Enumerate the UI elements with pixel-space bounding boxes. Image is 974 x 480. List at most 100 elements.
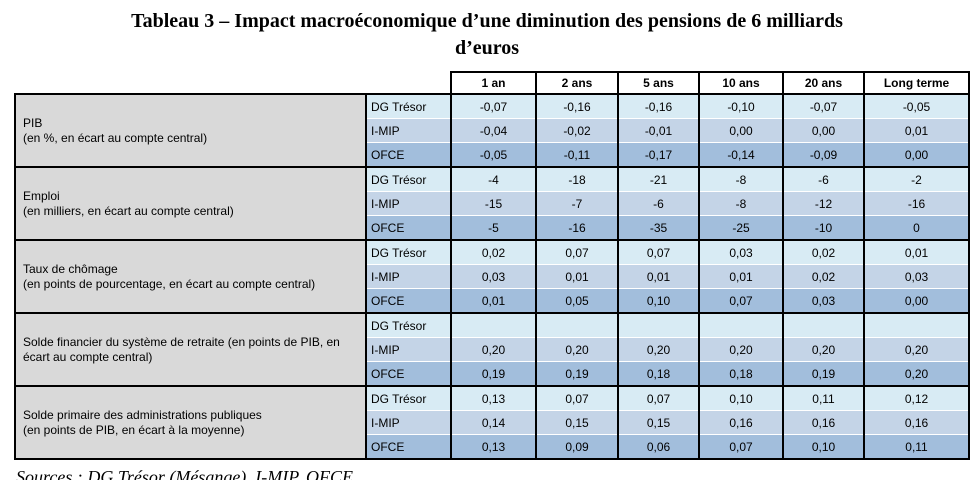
value-cell: 0,13 <box>451 434 537 460</box>
model-label: OFCE <box>365 142 452 167</box>
value-cell: 0,07 <box>699 434 784 460</box>
value-cell: -0,07 <box>451 93 537 119</box>
value-cell: 0,16 <box>699 410 784 435</box>
value-cell: -35 <box>618 215 700 240</box>
value-cell: -0,07 <box>783 93 865 119</box>
value-cell <box>451 312 537 338</box>
value-cell: 0,07 <box>618 239 700 265</box>
value-cell: 0,00 <box>864 142 970 167</box>
value-cell: -0,14 <box>699 142 784 167</box>
row-group-label-line: Solde financier du système de retraite (… <box>23 334 340 364</box>
value-cell: -5 <box>451 215 537 240</box>
value-cell: 0,01 <box>618 264 700 289</box>
value-cell: -0,05 <box>864 93 970 119</box>
table-row: OFCE -5 -16 -35 -25 -10 0 <box>15 215 970 240</box>
col-header: 2 ans <box>535 71 619 95</box>
model-label: I-MIP <box>365 191 452 216</box>
value-cell: 0,05 <box>536 288 619 313</box>
col-header: 5 ans <box>617 71 700 95</box>
value-cell: -16 <box>864 191 970 216</box>
value-cell: 0,13 <box>451 385 537 411</box>
value-cell: 0,00 <box>864 288 970 313</box>
table-row: I-MIP -0,04 -0,02 -0,01 0,00 0,00 0,01 <box>15 118 970 143</box>
model-label: DG Trésor <box>365 166 452 192</box>
value-cell: 0,15 <box>618 410 700 435</box>
row-group-label-line: (en points de PIB, en écart à la moyenne… <box>23 422 245 437</box>
col-header: 20 ans <box>782 71 865 95</box>
table-row: OFCE 0,13 0,09 0,06 0,07 0,10 0,11 <box>15 434 970 460</box>
model-label: I-MIP <box>365 118 452 143</box>
value-cell: 0,10 <box>699 385 784 411</box>
table-row: I-MIP 0,14 0,15 0,15 0,16 0,16 0,16 <box>15 410 970 435</box>
value-cell: -0,04 <box>451 118 537 143</box>
value-cell: 0,03 <box>699 239 784 265</box>
table-row: OFCE -0,05 -0,11 -0,17 -0,14 -0,09 0,00 <box>15 142 970 167</box>
value-cell <box>864 312 970 338</box>
model-label: DG Trésor <box>365 385 452 411</box>
value-cell: 0,11 <box>783 385 865 411</box>
row-group-label-line: (en %, en écart au compte central) <box>23 130 208 145</box>
model-label: I-MIP <box>365 264 452 289</box>
value-cell: -7 <box>536 191 619 216</box>
value-cell: 0,20 <box>699 337 784 362</box>
value-cell: -4 <box>451 166 537 192</box>
value-cell: 0,00 <box>699 118 784 143</box>
row-group-label-line: Emploi <box>23 188 60 203</box>
value-cell: 0,14 <box>451 410 537 435</box>
value-cell: 0,07 <box>536 385 619 411</box>
value-cell: 0,20 <box>864 361 970 386</box>
row-group-label-line: (en milliers, en écart au compte central… <box>23 203 234 218</box>
value-cell: -21 <box>618 166 700 192</box>
value-cell: 0,01 <box>864 118 970 143</box>
value-cell: 0,19 <box>451 361 537 386</box>
value-cell: -0,02 <box>536 118 619 143</box>
value-cell <box>783 312 865 338</box>
col-header: Long terme <box>863 71 970 95</box>
value-cell: 0,02 <box>451 239 537 265</box>
row-group-label-line: Solde primaire des administrations publi… <box>23 407 262 422</box>
model-label: DG Trésor <box>365 93 452 119</box>
table-row: PIB (en %, en écart au compte central) DG … <box>14 93 970 168</box>
value-cell: 0,07 <box>699 288 784 313</box>
table-title: Tableau 3 – Impact macroéconomique d’une… <box>0 0 974 62</box>
value-cell: -18 <box>536 166 619 192</box>
value-cell: -0,17 <box>618 142 700 167</box>
value-cell: 0,06 <box>618 434 700 460</box>
table-row: Solde financier du système de retraite (… <box>14 312 970 387</box>
value-cell: -2 <box>864 166 970 192</box>
value-cell: 0,15 <box>536 410 619 435</box>
value-cell: 0,03 <box>864 264 970 289</box>
sources-note: Sources : DG Trésor (Mésange), I-MIP, OF… <box>16 467 358 480</box>
value-cell: 0,18 <box>618 361 700 386</box>
value-cell: 0,20 <box>451 337 537 362</box>
value-cell: 0,01 <box>699 264 784 289</box>
title-line-1: Tableau 3 – Impact macroéconomique d’une… <box>131 10 843 32</box>
value-cell: 0,20 <box>864 337 970 362</box>
value-cell: 0,00 <box>783 118 865 143</box>
value-cell: -0,16 <box>618 93 700 119</box>
table-row: OFCE 0,19 0,19 0,18 0,18 0,19 0,20 <box>15 361 970 386</box>
value-cell: -10 <box>783 215 865 240</box>
value-cell: -0,11 <box>536 142 619 167</box>
row-group-label: Solde primaire des administrations publi… <box>14 385 367 460</box>
value-cell: 0,20 <box>783 337 865 362</box>
col-header: 1 an <box>450 71 537 95</box>
value-cell: 0 <box>864 215 970 240</box>
value-cell: -0,01 <box>618 118 700 143</box>
value-cell: -0,09 <box>783 142 865 167</box>
value-cell: -12 <box>783 191 865 216</box>
value-cell: -25 <box>699 215 784 240</box>
value-cell: -8 <box>699 191 784 216</box>
value-cell: 0,02 <box>783 239 865 265</box>
value-cell: 0,07 <box>618 385 700 411</box>
row-group-label-line: Taux de chômage <box>23 261 118 276</box>
title-line-2: d’euros <box>454 37 520 59</box>
value-cell: 0,01 <box>864 239 970 265</box>
table-row: I-MIP 0,20 0,20 0,20 0,20 0,20 0,20 <box>15 337 970 362</box>
value-cell: 0,03 <box>451 264 537 289</box>
value-cell: 0,10 <box>783 434 865 460</box>
model-label: OFCE <box>365 361 452 386</box>
row-group-label: PIB (en %, en écart au compte central) <box>14 93 367 168</box>
value-cell: -8 <box>699 166 784 192</box>
